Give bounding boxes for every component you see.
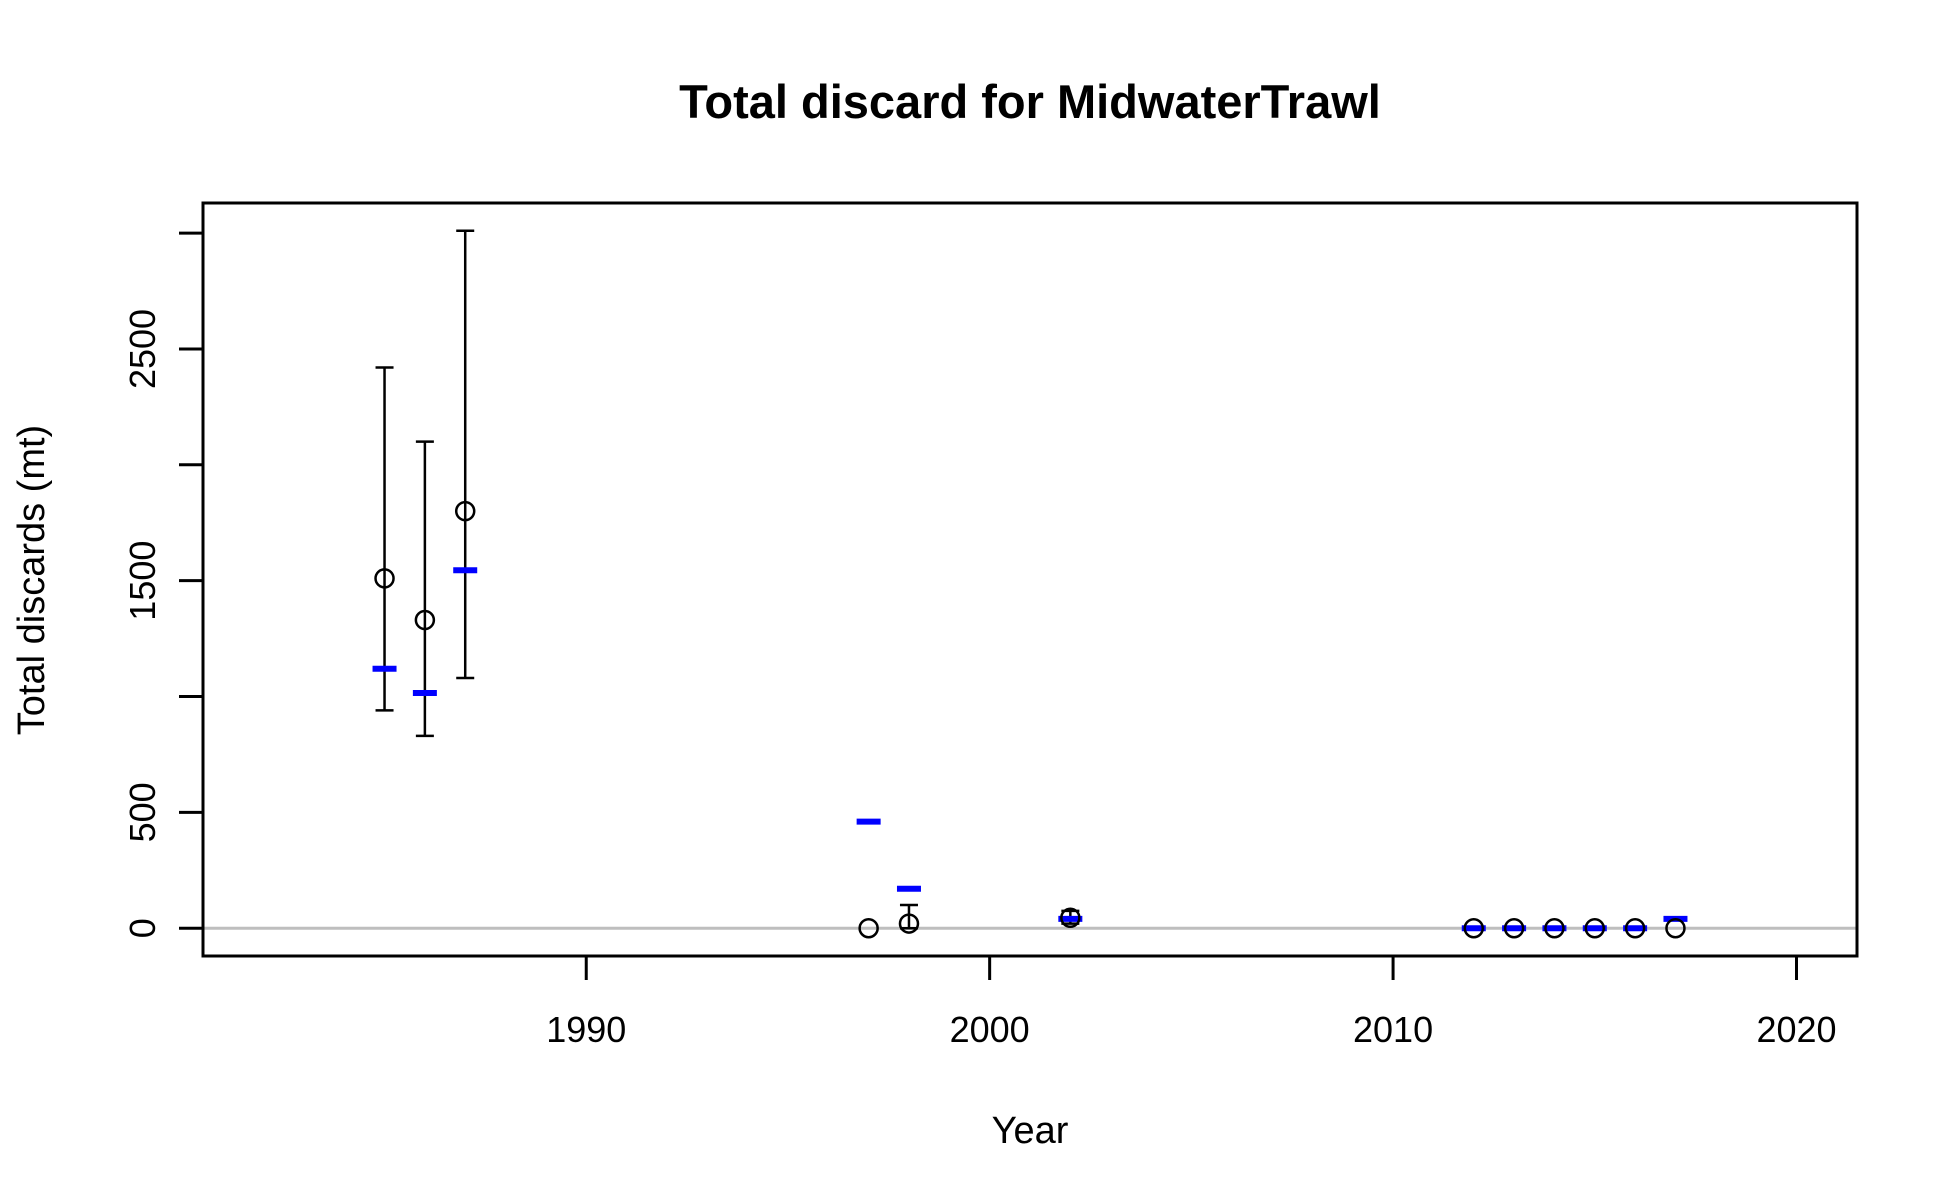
data-marks bbox=[372, 229, 1688, 939]
y-tick-label: 1500 bbox=[122, 541, 163, 621]
chart-title: Total discard for MidwaterTrawl bbox=[679, 75, 1381, 128]
x-tick-label: 1990 bbox=[546, 1009, 626, 1050]
x-axis-label: Year bbox=[992, 1110, 1069, 1152]
plot-frame bbox=[201, 201, 1859, 958]
observed-point bbox=[1624, 917, 1646, 939]
observed-point bbox=[1584, 917, 1606, 939]
y-axis: 0 500 1500 2500 bbox=[122, 231, 205, 938]
observed-point bbox=[1665, 917, 1686, 939]
x-tick-label: 2010 bbox=[1353, 1009, 1433, 1050]
y-axis-label: Total discards (mt) bbox=[11, 425, 53, 735]
observed-point bbox=[414, 609, 436, 631]
y-tick-label: 500 bbox=[122, 782, 163, 842]
observed-point bbox=[1544, 917, 1565, 939]
x-axis: 1990 2000 2010 2020 bbox=[546, 954, 1837, 1050]
observed-point bbox=[1463, 917, 1485, 939]
x-tick-label: 2000 bbox=[950, 1009, 1030, 1050]
observed-point bbox=[858, 917, 879, 939]
y-tick-label: 0 bbox=[122, 918, 163, 938]
observed-point bbox=[1503, 917, 1525, 939]
x-tick-label: 2020 bbox=[1756, 1009, 1836, 1050]
observed-point bbox=[1060, 907, 1081, 929]
observed-point bbox=[898, 913, 920, 934]
observed-point bbox=[454, 500, 476, 522]
y-tick-label: 2500 bbox=[122, 309, 163, 389]
observed-point bbox=[374, 568, 395, 589]
